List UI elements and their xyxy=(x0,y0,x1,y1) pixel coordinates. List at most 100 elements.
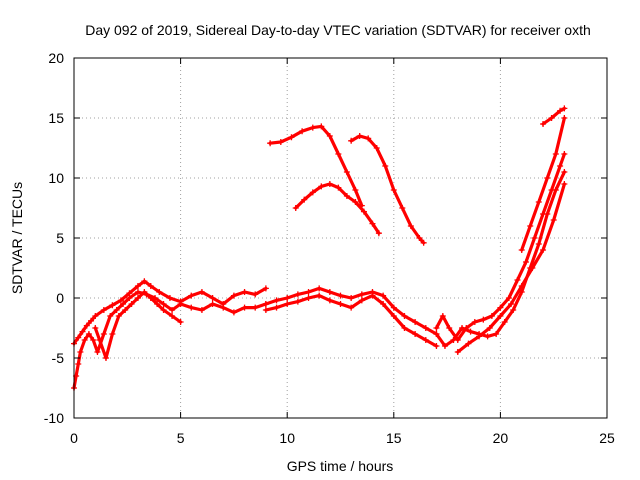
data-point xyxy=(514,277,521,283)
data-point xyxy=(230,292,237,299)
data-point xyxy=(284,295,291,301)
data-point xyxy=(277,139,284,145)
data-point xyxy=(401,313,408,319)
data-point xyxy=(471,319,478,325)
data-point xyxy=(128,301,135,307)
data-point xyxy=(493,331,500,337)
data-point xyxy=(241,304,248,311)
data-point xyxy=(113,307,120,313)
data-point xyxy=(552,151,559,157)
data-point xyxy=(360,208,367,215)
x-tick-label: 10 xyxy=(279,430,295,446)
data-point xyxy=(160,301,167,307)
data-point xyxy=(348,137,355,144)
data-point xyxy=(292,205,299,211)
data-point xyxy=(550,217,557,223)
data-point xyxy=(476,333,483,340)
data-point xyxy=(326,133,333,139)
data-point xyxy=(561,151,568,157)
data-point xyxy=(288,134,295,141)
y-tick-label: -10 xyxy=(44,410,64,426)
data-point xyxy=(188,304,195,311)
data-point xyxy=(81,337,88,343)
x-tick-label: 0 xyxy=(70,430,78,446)
data-point xyxy=(529,265,536,271)
series-track-k xyxy=(454,181,568,355)
series-line xyxy=(349,134,426,245)
y-axis-label: SDTVAR / TECUs xyxy=(9,182,25,294)
data-point xyxy=(88,317,95,324)
data-point xyxy=(412,331,419,337)
data-point xyxy=(305,289,312,295)
data-point xyxy=(433,343,440,349)
data-point xyxy=(102,355,109,361)
y-tick-label: 0 xyxy=(56,290,64,306)
data-point xyxy=(85,331,92,337)
data-point xyxy=(407,223,414,229)
y-tick-label: -5 xyxy=(52,350,65,366)
data-point xyxy=(467,328,474,335)
data-point xyxy=(141,278,148,285)
data-point xyxy=(126,295,133,301)
data-point xyxy=(147,295,154,301)
series-track-f xyxy=(267,123,365,209)
data-point xyxy=(352,199,359,205)
data-point xyxy=(188,292,195,299)
x-tick-label: 15 xyxy=(386,430,402,446)
data-point xyxy=(134,295,141,301)
data-point xyxy=(252,304,259,311)
data-point xyxy=(326,289,333,295)
data-point xyxy=(459,325,466,331)
data-point xyxy=(109,302,116,309)
data-point xyxy=(169,313,176,319)
data-point xyxy=(548,115,555,121)
data-point xyxy=(522,259,529,265)
data-point xyxy=(488,313,495,319)
data-point xyxy=(337,301,344,307)
data-point xyxy=(230,309,237,316)
x-tick-label: 25 xyxy=(599,430,615,446)
data-point xyxy=(557,107,564,114)
data-point xyxy=(343,193,350,199)
data-point xyxy=(348,295,355,301)
data-point xyxy=(169,307,176,313)
y-tick-label: 15 xyxy=(48,110,64,126)
data-point xyxy=(544,211,551,217)
data-point xyxy=(501,319,508,325)
data-point xyxy=(209,295,216,301)
series-line xyxy=(294,182,381,235)
series-track-m xyxy=(540,105,568,127)
x-tick-label: 20 xyxy=(493,430,509,446)
data-point xyxy=(309,124,316,131)
data-point xyxy=(358,291,365,298)
data-point xyxy=(262,285,269,292)
data-point xyxy=(420,239,427,246)
data-point xyxy=(433,325,440,331)
data-point xyxy=(122,307,129,313)
data-point xyxy=(348,304,355,311)
y-tick-label: 20 xyxy=(48,50,64,66)
data-point xyxy=(107,313,114,319)
data-point xyxy=(96,337,103,343)
data-point xyxy=(100,307,107,313)
data-point xyxy=(100,331,107,337)
series-track-j xyxy=(433,169,568,349)
data-point xyxy=(369,292,376,299)
data-point xyxy=(412,319,419,325)
data-point xyxy=(540,121,547,127)
data-point xyxy=(134,283,141,289)
data-point xyxy=(309,189,316,196)
data-point xyxy=(115,313,122,319)
data-point xyxy=(531,235,538,241)
data-point xyxy=(454,349,461,355)
data-point xyxy=(465,340,472,347)
data-point xyxy=(557,163,564,169)
data-point xyxy=(390,304,397,311)
plot-area xyxy=(71,105,568,391)
data-point xyxy=(441,343,448,349)
data-point xyxy=(262,307,269,313)
data-point xyxy=(134,289,141,295)
data-point xyxy=(416,235,423,241)
data-point xyxy=(262,301,269,307)
